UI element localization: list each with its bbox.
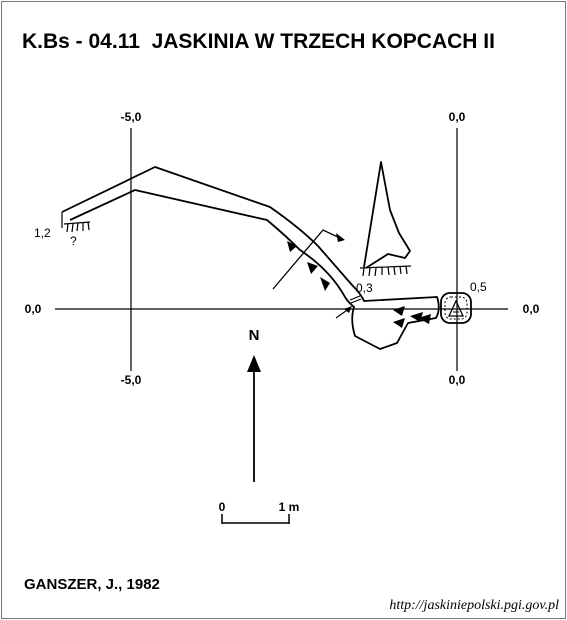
entrance-box [440,292,472,324]
depth-label-question: ? [70,234,77,248]
mid-hatching [349,295,362,304]
north-label: N [249,327,260,344]
plan-axis-top-label: -5,0 [121,110,142,124]
scale-start-label: 0 [219,500,226,514]
section-line [272,229,341,290]
entrance-triangle-icon [447,299,465,317]
depth-label-mid: 0,3 [356,281,373,295]
entrance-box-inner [444,296,468,320]
author-credit: GANSZER, J., 1982 [24,576,160,593]
depth-label-east: 0,5 [470,280,487,294]
cross-section-outline [363,161,411,269]
north-arrow-head [247,355,261,372]
profile-axis-top-label: 0,0 [449,110,466,124]
source-url[interactable]: http://jaskiniepolski.pgi.gov.pl [389,598,559,613]
west-end-hatching [61,212,91,233]
profile-axis-right-label: 0,0 [523,302,540,316]
cross-section-hatching [359,265,412,277]
scale-bar [221,514,290,524]
plan-axis-left-label: 0,0 [25,302,42,316]
slope-arrows [287,241,431,328]
section-arrow [336,233,345,242]
scale-end-label: 1 m [279,500,300,514]
chamber-pointer-head [344,306,352,313]
plan-axis-bottom-label: -5,0 [121,373,142,387]
profile-axis-bottom-label: 0,0 [449,373,466,387]
map-title: K.Bs - 04.11 JASKINIA W TRZECH KOPCACH I… [22,30,495,53]
depth-label-west: 1,2 [34,226,51,240]
